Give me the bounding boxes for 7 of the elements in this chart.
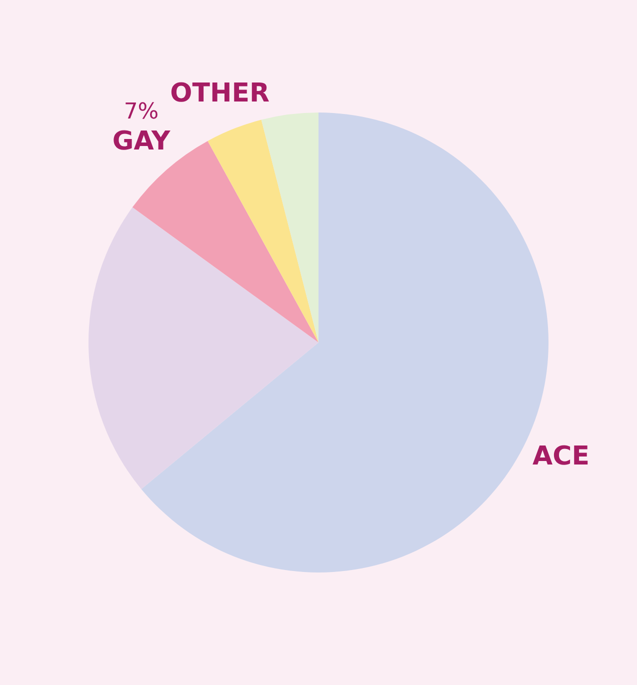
slice-label: ACE [532,442,590,472]
pie-slice [88,207,318,490]
slice-label: OTHER [170,78,270,108]
data-label: 7% [124,99,159,124]
slice-label: GAY [112,126,172,156]
pie-slice [208,120,318,342]
pie-slice [261,112,318,342]
